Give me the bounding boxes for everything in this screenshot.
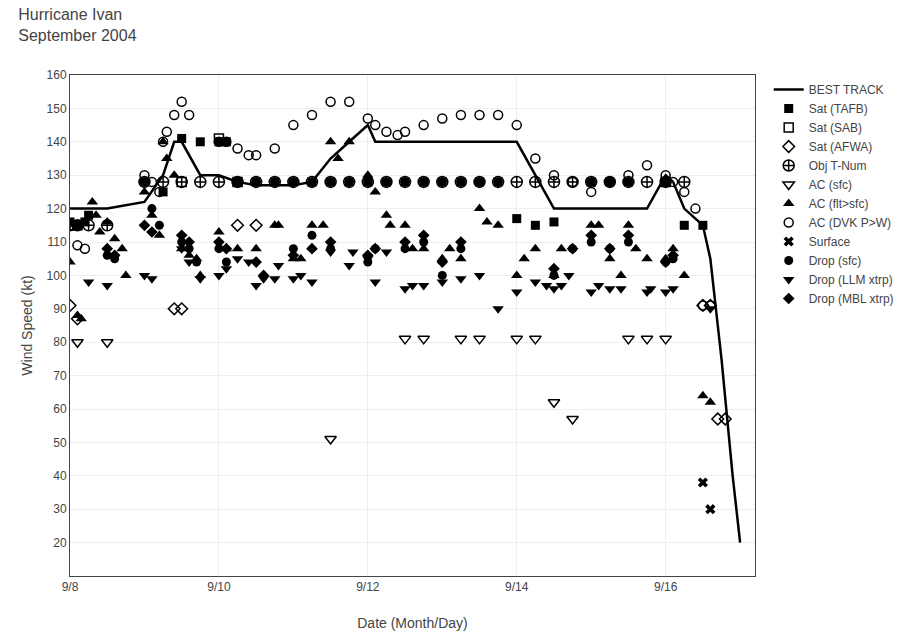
- svg-text:Hurricane IvanSeptember 2004: Hurricane IvanSeptember 2004: [18, 6, 136, 44]
- svg-text:90: 90: [53, 302, 67, 316]
- svg-text:Sat (SAB): Sat (SAB): [809, 121, 862, 135]
- svg-text:30: 30: [53, 502, 67, 516]
- svg-text:130: 130: [47, 168, 67, 182]
- svg-text:70: 70: [53, 369, 67, 383]
- svg-text:AC (DVK P>W): AC (DVK P>W): [809, 216, 891, 230]
- svg-text:80: 80: [53, 335, 67, 349]
- svg-text:40: 40: [53, 469, 67, 483]
- svg-text:140: 140: [47, 135, 67, 149]
- svg-text:AC (sfc): AC (sfc): [809, 178, 852, 192]
- svg-text:20: 20: [53, 536, 67, 550]
- svg-text:Drop (LLM xtrp): Drop (LLM xtrp): [809, 273, 893, 287]
- svg-text:50: 50: [53, 436, 67, 450]
- svg-text:Drop (sfc): Drop (sfc): [809, 254, 862, 268]
- svg-text:120: 120: [47, 202, 67, 216]
- svg-text:9/16: 9/16: [654, 580, 678, 594]
- svg-text:150: 150: [47, 102, 67, 116]
- svg-text:100: 100: [47, 269, 67, 283]
- svg-text:Sat (TAFB): Sat (TAFB): [809, 102, 868, 116]
- svg-text:Sat (AFWA): Sat (AFWA): [809, 140, 873, 154]
- svg-text:BEST TRACK: BEST TRACK: [809, 83, 884, 97]
- svg-text:9/12: 9/12: [356, 580, 380, 594]
- svg-text:9/10: 9/10: [207, 580, 231, 594]
- svg-text:Date (Month/Day): Date (Month/Day): [357, 615, 467, 631]
- svg-text:Surface: Surface: [809, 235, 851, 249]
- svg-text:110: 110: [47, 235, 66, 249]
- svg-text:Wind Speed (kt): Wind Speed (kt): [19, 275, 35, 375]
- svg-text:Drop (MBL xtrp): Drop (MBL xtrp): [809, 292, 894, 306]
- svg-text:Obj T-Num: Obj T-Num: [809, 159, 867, 173]
- svg-text:AC (flt>sfc): AC (flt>sfc): [809, 197, 869, 211]
- svg-text:160: 160: [47, 68, 67, 82]
- svg-text:9/14: 9/14: [505, 580, 529, 594]
- svg-text:9/8: 9/8: [62, 580, 79, 594]
- svg-text:60: 60: [53, 402, 67, 416]
